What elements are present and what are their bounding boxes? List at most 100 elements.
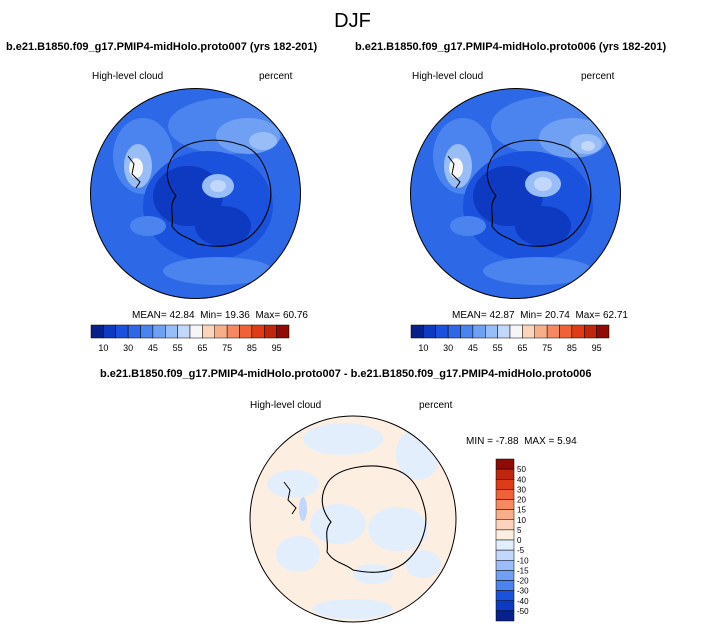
panel2-colorbar-box: [485, 324, 498, 339]
panel1-colorbar-box: [214, 324, 228, 339]
diff-colorbar-tick-label: -5: [517, 546, 525, 555]
diff-colorbar-box: [495, 539, 515, 551]
diff-min: -7.88: [495, 436, 519, 447]
panel2-colorbar-tick-label: 75: [542, 343, 552, 353]
diff-variable: High-level cloud: [250, 400, 322, 411]
panel2-mean: 42.87: [489, 310, 515, 321]
panel2-colorbar-box: [460, 324, 474, 339]
panel2-min-label: Min=: [520, 310, 543, 321]
diff-colorbar-tick-label: -40: [517, 597, 529, 606]
panel2-case-title: b.e21.B1850.f09_g17.PMIP4-midHolo.proto0…: [355, 41, 667, 53]
panel1-max-label: Max=: [255, 310, 281, 321]
diff-title: b.e21.B1850.f09_g17.PMIP4-midHolo.proto0…: [100, 368, 592, 380]
panel1-units: percent: [259, 71, 293, 82]
panel2-colorbar-box: [596, 324, 610, 339]
panel1-min: 19.36: [224, 310, 250, 321]
diff-colorbar-box: [495, 610, 515, 622]
diff-colorbar-tick-label: 0: [517, 536, 522, 545]
panel2-colorbar-box: [584, 324, 597, 339]
panel2-colorbar-box: [509, 324, 523, 339]
panel2-colorbar-box: [534, 324, 548, 339]
page-title: DJF: [334, 10, 371, 32]
panel2-colorbar-tick-label: 95: [592, 343, 602, 353]
panel2-colorbar-tick-label: 45: [468, 343, 478, 353]
panel1-colorbar-tick-label: 55: [173, 343, 183, 353]
panel2-colorbar-box: [559, 324, 573, 339]
diff-colorbar-box: [495, 529, 515, 541]
diff-colorbar-box: [495, 549, 515, 561]
diff-colorbar-tick-label: 10: [517, 516, 526, 525]
panel2-colorbar-box: [447, 324, 461, 339]
panel1-colorbar-box: [189, 324, 203, 339]
panel1-colorbar-box: [276, 324, 290, 339]
diff-colorbar-tick-label: 50: [517, 465, 526, 474]
diff-colorbar-tick-label: -50: [517, 607, 529, 616]
diff-colorbar-box: [495, 560, 515, 571]
diff-colorbar-box: [495, 499, 515, 510]
panel2-colorbar-box: [497, 324, 511, 339]
panel2-colorbar-tick-label: 55: [493, 343, 503, 353]
panel1-colorbar-box: [251, 324, 265, 339]
panel1-colorbar: 10 30 45 55 65 75 85 95: [90, 324, 290, 353]
panel1-colorbar-box: [165, 324, 178, 339]
diff-colorbar-box: [495, 519, 515, 531]
panel1-colorbar-tick-label: 45: [148, 343, 158, 353]
panel1-colorbar-box: [239, 324, 253, 339]
panel1-colorbar-tick-label: 10: [98, 343, 108, 353]
panel2-max: 62.71: [602, 310, 628, 321]
panel1-colorbar-tick-label: 85: [247, 343, 257, 353]
panel1-max: 60.76: [282, 310, 308, 321]
diff-colorbar-tick-label: -30: [517, 587, 529, 596]
diff-colorbar-tick-label: 20: [517, 496, 526, 505]
panel2-colorbar-box: [522, 324, 535, 339]
diff-colorbar-tick-label: -10: [517, 556, 529, 565]
panel1-colorbar-box: [264, 324, 277, 339]
diff-colorbar-tick-label: 15: [517, 506, 526, 515]
panel1-colorbar-box: [115, 324, 129, 339]
panel2-colorbar-box: [410, 324, 424, 339]
panel2-colorbar-tick-label: 85: [567, 343, 577, 353]
diff-colorbar-box: [495, 580, 515, 591]
panel1-colorbar-box: [226, 324, 240, 339]
diff-colorbar-tick-label: 30: [517, 485, 526, 494]
panel1-min-label: Min=: [200, 310, 223, 321]
panel2-mean-label: MEAN=: [452, 310, 487, 321]
panel2-units: percent: [581, 71, 615, 82]
panel1-colorbar-box: [103, 324, 116, 339]
panel1-colorbar-box: [90, 324, 104, 339]
diff-colorbar-tick-label: -15: [517, 566, 529, 575]
diff-stats: MIN = -7.88 MAX = 5.94: [466, 436, 577, 447]
panel2-colorbar-box: [435, 324, 449, 339]
diff-colorbar-box: [495, 590, 515, 601]
panel1-map: [90, 88, 301, 299]
panel1-colorbar-box: [152, 324, 166, 339]
diff-map: [249, 415, 457, 623]
panel2-colorbar-tick-label: 10: [418, 343, 428, 353]
diff-min-label: MIN =: [466, 436, 493, 447]
diff-colorbar-box: [495, 489, 515, 500]
panel1-colorbar-box: [140, 324, 154, 339]
diff-colorbar-box: [495, 458, 515, 470]
panel2-colorbar-tick-label: 30: [443, 343, 453, 353]
diff-colorbar-box: [495, 600, 515, 612]
diff-colorbar-box: [495, 509, 515, 520]
panel2-colorbar: 10 30 45 55 65 75 85 95: [410, 324, 610, 353]
panel2-colorbar-tick-label: 65: [517, 343, 527, 353]
panel1-colorbar-tick-label: 75: [222, 343, 232, 353]
panel1-colorbar-tick-label: 30: [123, 343, 133, 353]
diff-colorbar-box: [495, 570, 515, 581]
panel2-map: [410, 88, 621, 299]
panel2-min: 20.74: [544, 310, 570, 321]
panel2-max-label: Max=: [575, 310, 601, 321]
panel2-colorbar-box: [546, 324, 560, 339]
panel2-stats: MEAN= 42.87 Min= 20.74 Max= 62.71: [452, 310, 628, 321]
panel1-mean-label: MEAN=: [132, 310, 167, 321]
diff-colorbar-box: [495, 479, 515, 490]
panel2-colorbar-box: [571, 324, 585, 339]
panel1-case-title: b.e21.B1850.f09_g17.PMIP4-midHolo.proto0…: [6, 41, 318, 53]
panel1-variable: High-level cloud: [92, 71, 164, 82]
diff-colorbar-tick-label: 40: [517, 475, 526, 484]
panel2-colorbar-box: [423, 324, 436, 339]
panel1-mean: 42.84: [169, 310, 195, 321]
diff-colorbar-box: [495, 468, 515, 480]
